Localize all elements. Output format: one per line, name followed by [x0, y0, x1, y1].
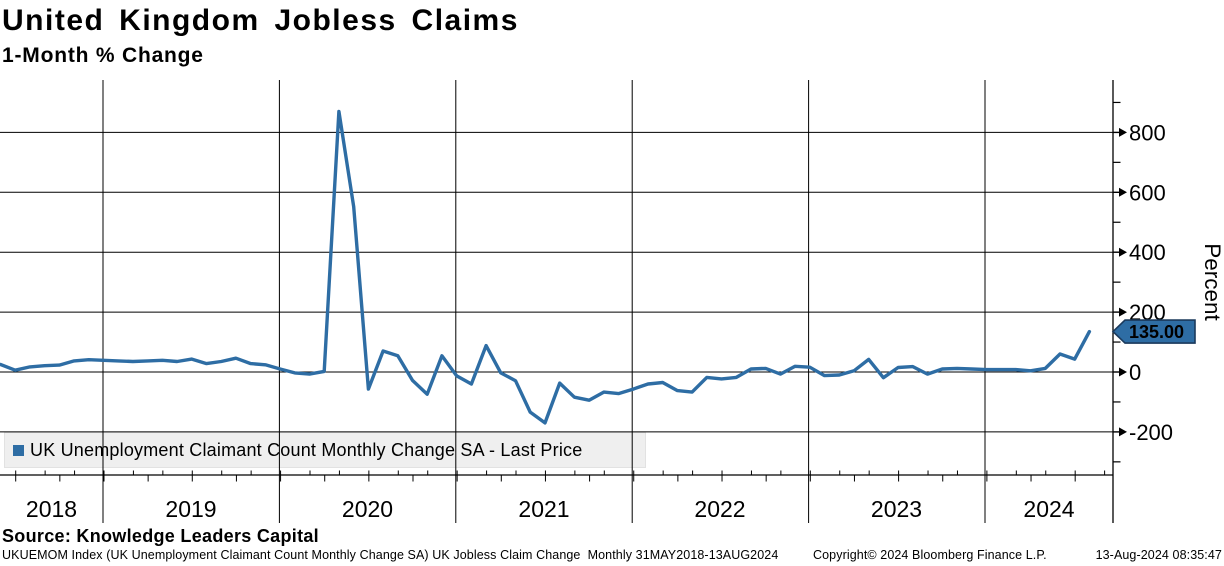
- svg-text:600: 600: [1129, 180, 1166, 205]
- svg-text:0: 0: [1129, 360, 1141, 385]
- svg-text:2018: 2018: [26, 496, 77, 522]
- svg-text:400: 400: [1129, 240, 1166, 265]
- page-title: United Kingdom Jobless Claims: [2, 4, 519, 37]
- y-axis-ticks: -200 0 200 400 600 800: [1113, 101, 1173, 463]
- legend: UK Unemployment Claimant Count Monthly C…: [4, 432, 646, 468]
- svg-text:200: 200: [1129, 300, 1166, 325]
- series-line: [0, 109, 1092, 425]
- svg-text:2019: 2019: [165, 496, 216, 522]
- footer-ticker-description: UKUEMOM Index (UK Unemployment Claimant …: [2, 548, 779, 562]
- source-line: Source: Knowledge Leaders Capital: [2, 526, 319, 546]
- svg-text:135.00: 135.00: [1129, 322, 1184, 342]
- svg-text:2023: 2023: [871, 496, 922, 522]
- legend-label: UK Unemployment Claimant Count Monthly C…: [30, 439, 583, 460]
- y-axis-title: Percent: [1200, 243, 1224, 321]
- last-price-badge: 135.00: [1111, 319, 1196, 344]
- svg-text:2021: 2021: [518, 496, 569, 522]
- page-subtitle: 1-Month % Change: [2, 44, 204, 67]
- footer-copyright: Copyright© 2024 Bloomberg Finance L.P.: [813, 548, 1047, 562]
- x-axis-year-labels: 2018 2019 2020 2021 2022 2023 2024: [26, 496, 1075, 522]
- x-axis-ticks: [15, 470, 1106, 482]
- svg-text:800: 800: [1129, 120, 1166, 145]
- svg-text:2020: 2020: [342, 496, 393, 522]
- svg-text:-200: -200: [1129, 420, 1173, 445]
- svg-text:2022: 2022: [694, 496, 745, 522]
- footer-timestamp: 13-Aug-2024 08:35:47: [1095, 548, 1222, 562]
- legend-marker-swatch: [13, 444, 24, 456]
- svg-text:2024: 2024: [1023, 496, 1074, 522]
